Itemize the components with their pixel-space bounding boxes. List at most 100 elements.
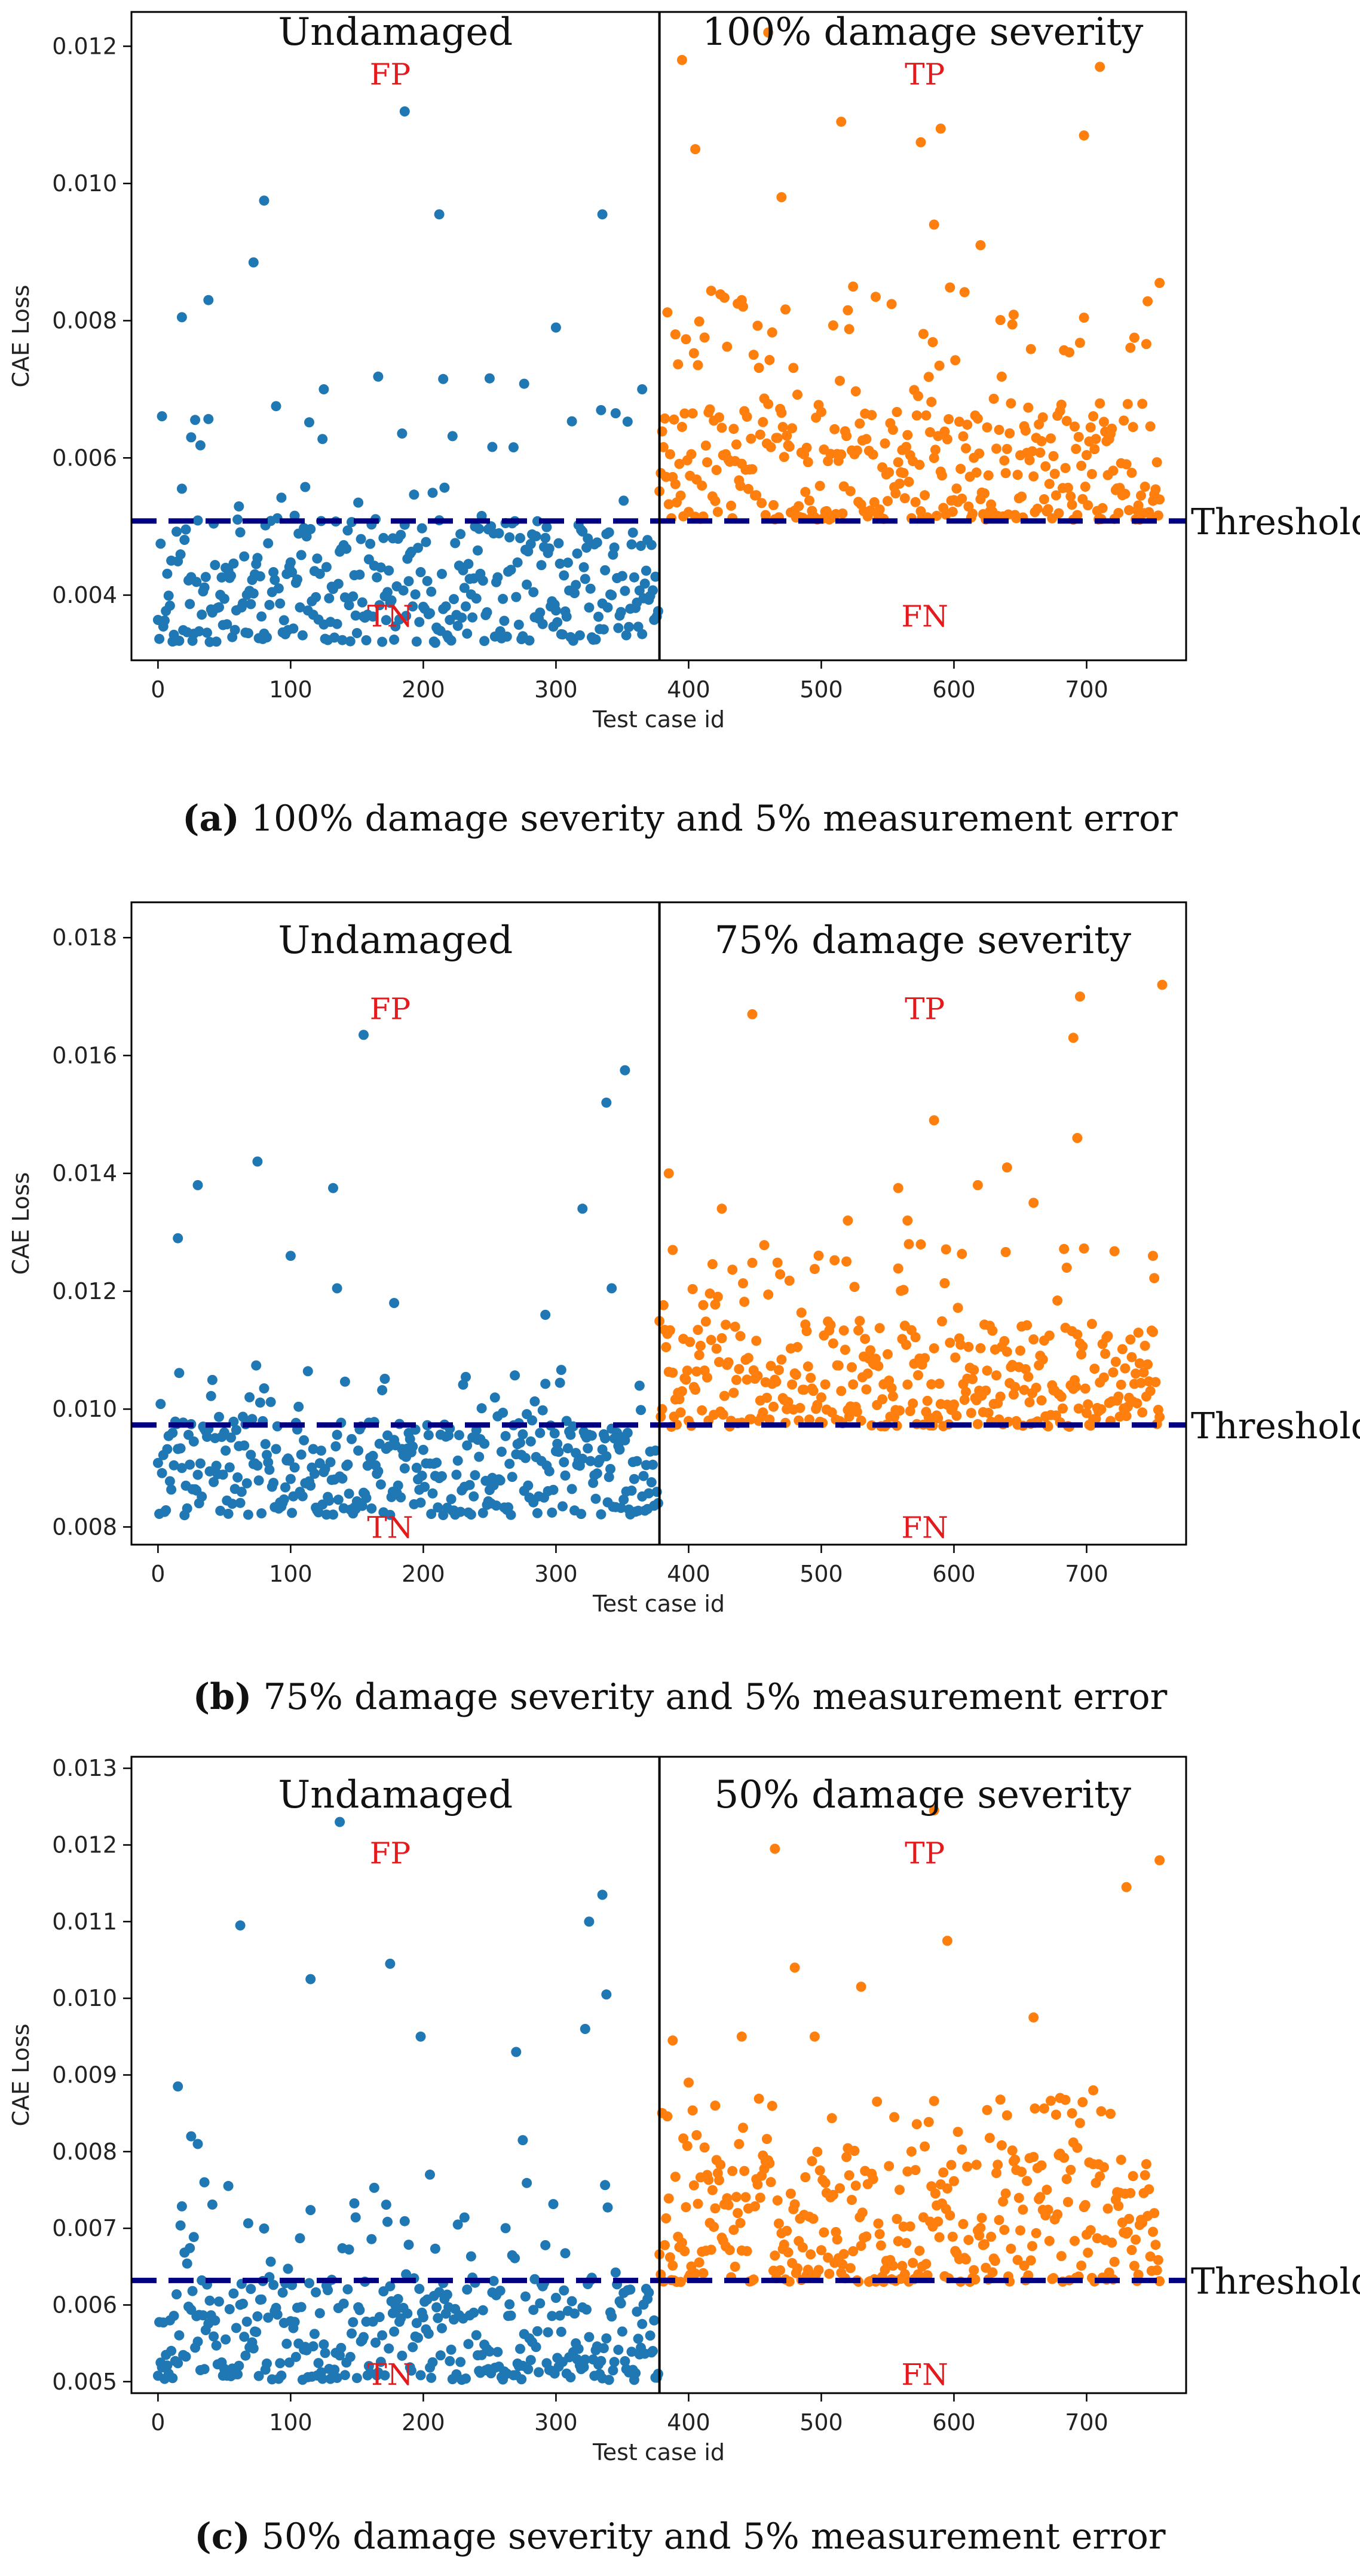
undamaged-point [636, 541, 646, 551]
damaged-point [782, 2225, 792, 2236]
damaged-point [721, 1319, 731, 1330]
undamaged-point [235, 1497, 246, 1508]
damaged-point [706, 2244, 716, 2255]
undamaged-point [399, 1463, 410, 1474]
undamaged-point [523, 2364, 534, 2375]
undamaged-point [248, 2343, 259, 2354]
damaged-point [1048, 2273, 1059, 2283]
damaged-point [658, 442, 669, 452]
damaged-point [979, 2239, 990, 2250]
damaged-point [794, 501, 804, 511]
undamaged-point [427, 488, 438, 498]
damaged-point [824, 2268, 835, 2279]
damaged-point [963, 2235, 974, 2246]
undamaged-point [220, 2334, 231, 2345]
undamaged-point [534, 2367, 544, 2378]
undamaged-point [377, 636, 388, 647]
undamaged-point [288, 623, 299, 634]
undamaged-point [565, 1429, 576, 1440]
damaged-point [895, 1405, 905, 1416]
damaged-point [752, 1371, 763, 1381]
threshold-label: Threshold [1191, 1405, 1360, 1447]
damaged-point [771, 1376, 782, 1387]
undamaged-point [161, 1505, 171, 1515]
damaged-point [1097, 503, 1108, 513]
x-tick-label: 500 [800, 1561, 843, 1587]
damaged-point [949, 2176, 959, 2186]
undamaged-point [426, 2372, 437, 2383]
damaged-point [716, 1333, 727, 1343]
panel-caption: (b) 75% damage severity and 5% measureme… [193, 1676, 1168, 1718]
damaged-point [1070, 2235, 1080, 2246]
caption-prefix: (b) [193, 1676, 252, 1718]
damaged-point [1110, 1356, 1121, 1367]
undamaged-point [367, 611, 378, 622]
damaged-point [679, 2246, 690, 2256]
damaged-outlier-point [663, 1168, 674, 1179]
undamaged-point [354, 2305, 365, 2315]
damaged-point [714, 412, 724, 422]
undamaged-point [232, 2369, 243, 2379]
damaged-point [1046, 2096, 1056, 2106]
damaged-point [1020, 425, 1031, 436]
undamaged-point [561, 611, 572, 622]
undamaged-point [302, 1366, 313, 1377]
damaged-outlier-point [1001, 1162, 1012, 1173]
undamaged-point [268, 1478, 279, 1488]
undamaged-point [283, 2263, 293, 2274]
damaged-outlier-point [915, 137, 926, 148]
damaged-point [726, 500, 736, 511]
damaged-point [892, 2214, 902, 2224]
damaged-point [714, 2175, 724, 2186]
undamaged-point [347, 2328, 357, 2339]
undamaged-point [276, 492, 287, 503]
undamaged-point [276, 2370, 287, 2381]
undamaged-point [630, 2368, 641, 2378]
undamaged-point [180, 2351, 191, 2362]
undamaged-point [504, 2299, 515, 2309]
damaged-point [1122, 399, 1133, 409]
quadrant-label-fn: FN [901, 2357, 948, 2392]
undamaged-point [476, 1403, 487, 1414]
undamaged-point [626, 2347, 637, 2357]
undamaged-point [341, 543, 352, 554]
damaged-point [983, 1408, 994, 1418]
undamaged-point [609, 2357, 620, 2367]
damaged-point [690, 1385, 701, 1395]
damaged-point [743, 483, 753, 494]
damaged-point [915, 1239, 926, 1249]
damaged-point [976, 2213, 987, 2223]
damaged-point [792, 2263, 802, 2274]
undamaged-point [339, 2370, 350, 2381]
undamaged-point [615, 2298, 626, 2309]
undamaged-point [292, 574, 302, 585]
damaged-point [1076, 461, 1087, 471]
damaged-point [748, 2274, 759, 2285]
undamaged-point [596, 1509, 607, 1520]
undamaged-point [601, 2333, 612, 2344]
x-axis-label: Test case id [592, 1591, 725, 1617]
undamaged-point [214, 1411, 224, 1422]
undamaged-point [251, 1360, 262, 1371]
damaged-point [1076, 1349, 1087, 1360]
damaged-point [934, 1379, 945, 1389]
damaged-point [1126, 467, 1137, 478]
damaged-point [776, 408, 787, 418]
damaged-point [1048, 451, 1059, 461]
damaged-point [760, 510, 771, 520]
undamaged-point [431, 1457, 442, 1468]
y-tick-label: 0.007 [52, 2215, 117, 2241]
damaged-point [982, 422, 993, 433]
undamaged-point [220, 1445, 231, 1456]
damaged-point [1072, 510, 1083, 520]
damaged-point [941, 1244, 951, 1255]
undamaged-point [171, 526, 182, 537]
undamaged-point [525, 1436, 536, 1447]
x-tick-label: 700 [1065, 676, 1108, 703]
damaged-point [837, 2259, 848, 2270]
undamaged-point [235, 527, 246, 538]
undamaged-point [219, 593, 229, 604]
undamaged-point [214, 602, 224, 612]
damaged-outlier-point [763, 27, 774, 38]
damaged-point [861, 2231, 872, 2242]
